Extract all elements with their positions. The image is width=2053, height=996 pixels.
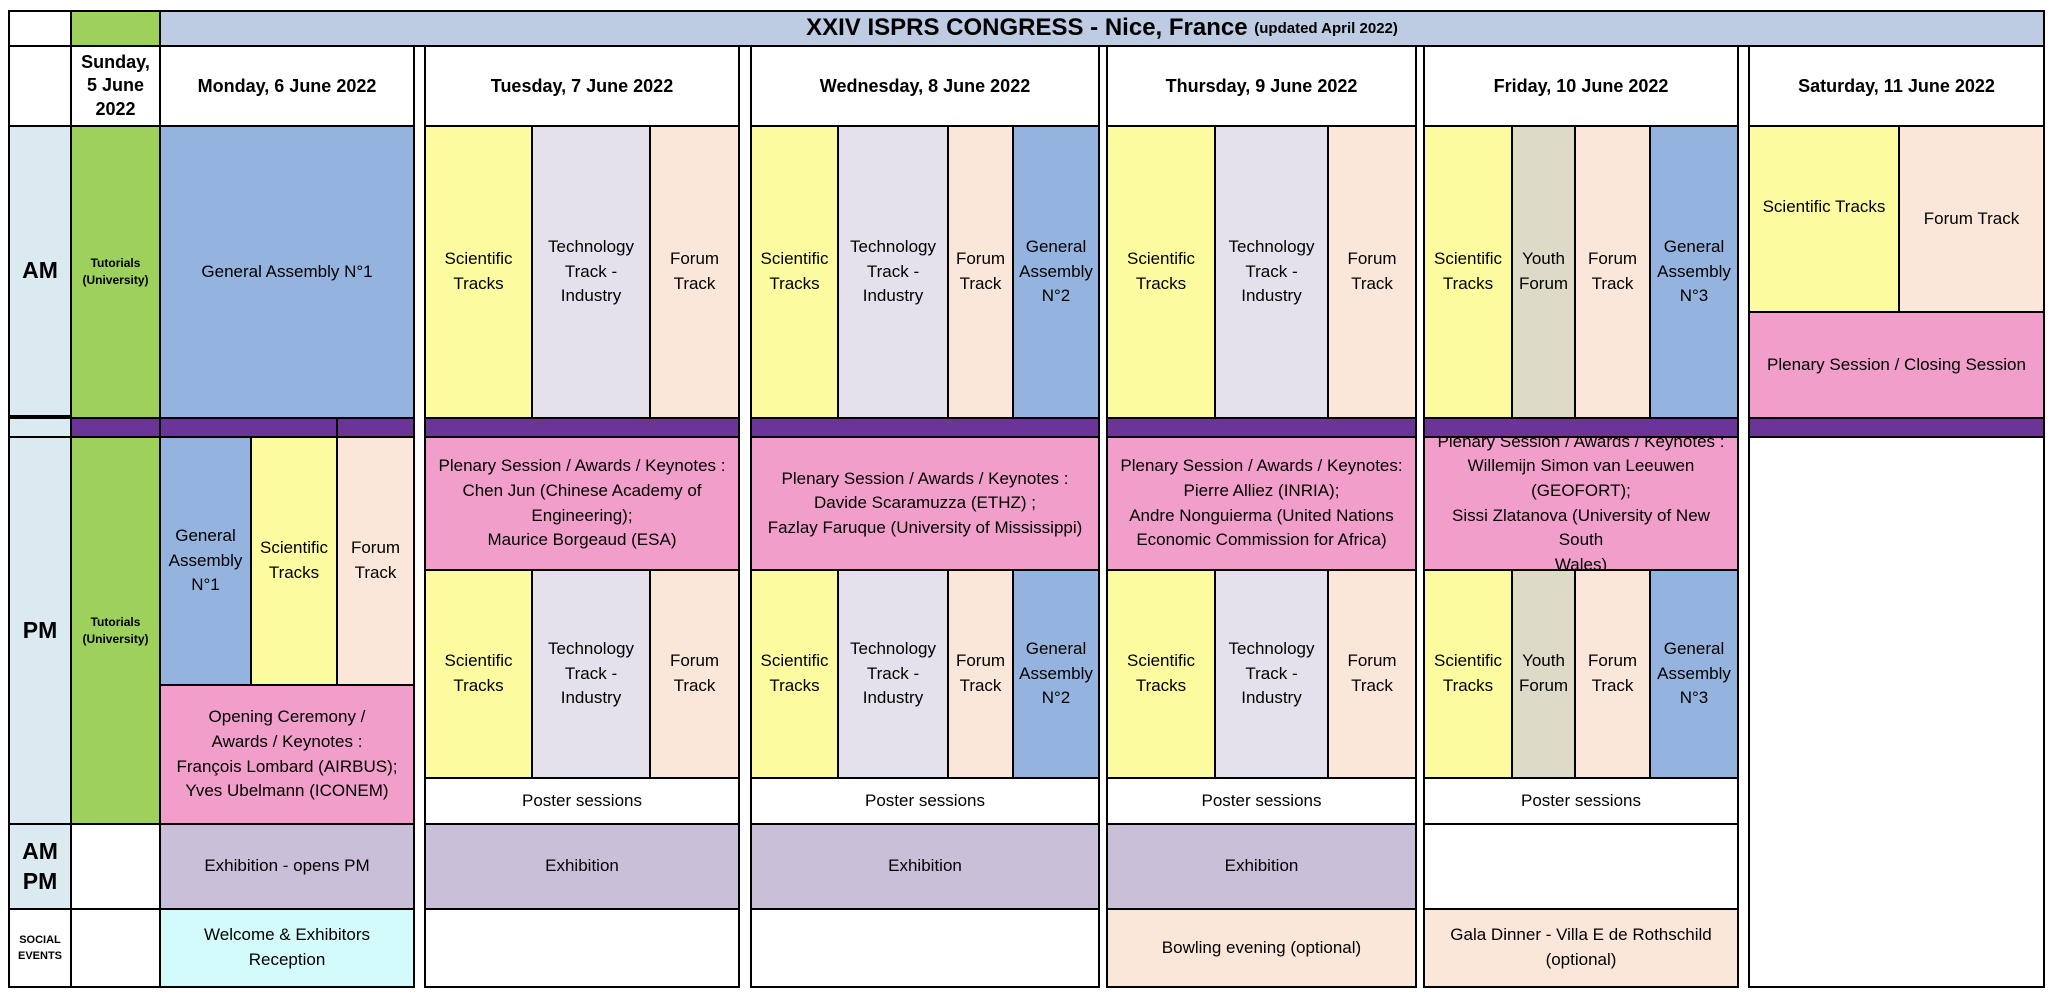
- saturday-scientific-tracks: Scientific Tracks: [1748, 125, 1900, 313]
- lunch-band: [336, 417, 415, 438]
- monday-general-assembly-am: General Assembly N°1: [159, 125, 415, 419]
- tuesday-social-empty: [424, 908, 740, 988]
- friday-poster-sessions: Poster sessions: [1423, 777, 1739, 825]
- thursday-scientific-tracks-pm: Scientific Tracks: [1106, 569, 1216, 779]
- wednesday-scientific-tracks-am: Scientific Tracks: [750, 125, 839, 419]
- friday-gala-dinner: Gala Dinner - Villa E de Rothschild (opt…: [1423, 908, 1739, 988]
- thursday-poster-sessions: Poster sessions: [1106, 777, 1417, 825]
- monday-opening-ceremony: Opening Ceremony / Awards / Keynotes : F…: [159, 684, 415, 825]
- lunch-band: [750, 417, 1100, 438]
- tuesday-poster-sessions: Poster sessions: [424, 777, 740, 825]
- tuesday-forum-track-am: Forum Track: [649, 125, 740, 419]
- thursday-bowling-evening: Bowling evening (optional): [1106, 908, 1417, 988]
- sunday-ampm-empty: [70, 823, 161, 910]
- day-header-sunday: Sunday, 5 June 2022: [70, 45, 161, 127]
- sunday-title-cell: [70, 10, 161, 47]
- saturday-forum-track: Forum Track: [1898, 125, 2045, 313]
- wednesday-general-assembly-am: General Assembly N°2: [1012, 125, 1100, 419]
- monday-welcome-reception: Welcome & Exhibitors Reception: [159, 908, 415, 988]
- page-title: XXIV ISPRS CONGRESS - Nice, France (upda…: [159, 10, 2045, 47]
- lunch-band: [70, 417, 161, 438]
- thursday-forum-track-am: Forum Track: [1327, 125, 1417, 419]
- thursday-forum-track-pm: Forum Track: [1327, 569, 1417, 779]
- thursday-plenary-session: Plenary Session / Awards / Keynotes: Pie…: [1106, 436, 1417, 571]
- row-label-ampm: AM PM: [8, 823, 72, 910]
- friday-youth-forum-pm: Youth Forum: [1511, 569, 1576, 779]
- lunch-band: [1748, 417, 2045, 438]
- day-header-tuesday: Tuesday, 7 June 2022: [424, 45, 740, 127]
- sunday-social-empty: [70, 908, 161, 988]
- wednesday-plenary-session: Plenary Session / Awards / Keynotes : Da…: [750, 436, 1100, 571]
- thursday-technology-track-pm: Technology Track - Industry: [1214, 569, 1329, 779]
- day-header-monday: Monday, 6 June 2022: [159, 45, 415, 127]
- wednesday-social-empty: [750, 908, 1100, 988]
- day-header-thursday: Thursday, 9 June 2022: [1106, 45, 1417, 127]
- tuesday-scientific-tracks-pm: Scientific Tracks: [424, 569, 533, 779]
- lunch-band: [1106, 417, 1417, 438]
- saturday-closing-session: Plenary Session / Closing Session: [1748, 311, 2045, 419]
- lunch-band: [1423, 417, 1739, 438]
- monday-exhibition: Exhibition - opens PM: [159, 823, 415, 910]
- wednesday-exhibition: Exhibition: [750, 823, 1100, 910]
- tuesday-plenary-session: Plenary Session / Awards / Keynotes : Ch…: [424, 436, 740, 571]
- saturday-pm-empty: [1748, 436, 2045, 988]
- day-header-friday: Friday, 10 June 2022: [1423, 45, 1739, 127]
- wednesday-general-assembly-pm: General Assembly N°2: [1012, 569, 1100, 779]
- corner-cell: [8, 10, 72, 47]
- thursday-scientific-tracks-am: Scientific Tracks: [1106, 125, 1216, 419]
- row-label-social: SOCIAL EVENTS: [8, 908, 72, 988]
- thursday-technology-track-am: Technology Track - Industry: [1214, 125, 1329, 419]
- header-corner: [8, 45, 72, 127]
- tuesday-forum-track-pm: Forum Track: [649, 569, 740, 779]
- row-label-pm: PM: [8, 436, 72, 825]
- thursday-exhibition: Exhibition: [1106, 823, 1417, 910]
- sunday-tutorials-pm: Tutorials (University): [70, 436, 161, 825]
- friday-scientific-tracks-am: Scientific Tracks: [1423, 125, 1513, 419]
- wednesday-scientific-tracks-pm: Scientific Tracks: [750, 569, 839, 779]
- day-header-wednesday: Wednesday, 8 June 2022: [750, 45, 1100, 127]
- friday-scientific-tracks-pm: Scientific Tracks: [1423, 569, 1513, 779]
- day-header-saturday: Saturday, 11 June 2022: [1748, 45, 2045, 127]
- friday-general-assembly-pm: General Assembly N°3: [1649, 569, 1739, 779]
- sunday-tutorials-am: Tutorials (University): [70, 125, 161, 419]
- tuesday-scientific-tracks-am: Scientific Tracks: [424, 125, 533, 419]
- lunch-band: [424, 417, 740, 438]
- monday-scientific-tracks-pm: Scientific Tracks: [250, 436, 338, 686]
- title-note: (updated April 2022): [1254, 19, 1398, 37]
- tuesday-exhibition: Exhibition: [424, 823, 740, 910]
- lunch-band: [159, 417, 338, 438]
- friday-plenary-session: Plenary Session / Awards / Keynotes : Wi…: [1423, 436, 1739, 571]
- wednesday-forum-track-am: Forum Track: [947, 125, 1014, 419]
- monday-forum-track-pm: Forum Track: [336, 436, 415, 686]
- friday-forum-track-am: Forum Track: [1574, 125, 1651, 419]
- lunch-band: [8, 417, 72, 438]
- row-label-am: AM: [8, 125, 72, 417]
- friday-ampm-empty: [1423, 823, 1739, 910]
- wednesday-poster-sessions: Poster sessions: [750, 777, 1100, 825]
- tuesday-technology-track-pm: Technology Track - Industry: [531, 569, 651, 779]
- monday-general-assembly-pm: General Assembly N°1: [159, 436, 252, 686]
- tuesday-technology-track-am: Technology Track - Industry: [531, 125, 651, 419]
- wednesday-technology-track-pm: Technology Track - Industry: [837, 569, 949, 779]
- friday-forum-track-pm: Forum Track: [1574, 569, 1651, 779]
- title-main: XXIV ISPRS CONGRESS - Nice, France: [806, 14, 1248, 42]
- friday-general-assembly-am: General Assembly N°3: [1649, 125, 1739, 419]
- wednesday-forum-track-pm: Forum Track: [947, 569, 1014, 779]
- wednesday-technology-track-am: Technology Track - Industry: [837, 125, 949, 419]
- friday-youth-forum-am: Youth Forum: [1511, 125, 1576, 419]
